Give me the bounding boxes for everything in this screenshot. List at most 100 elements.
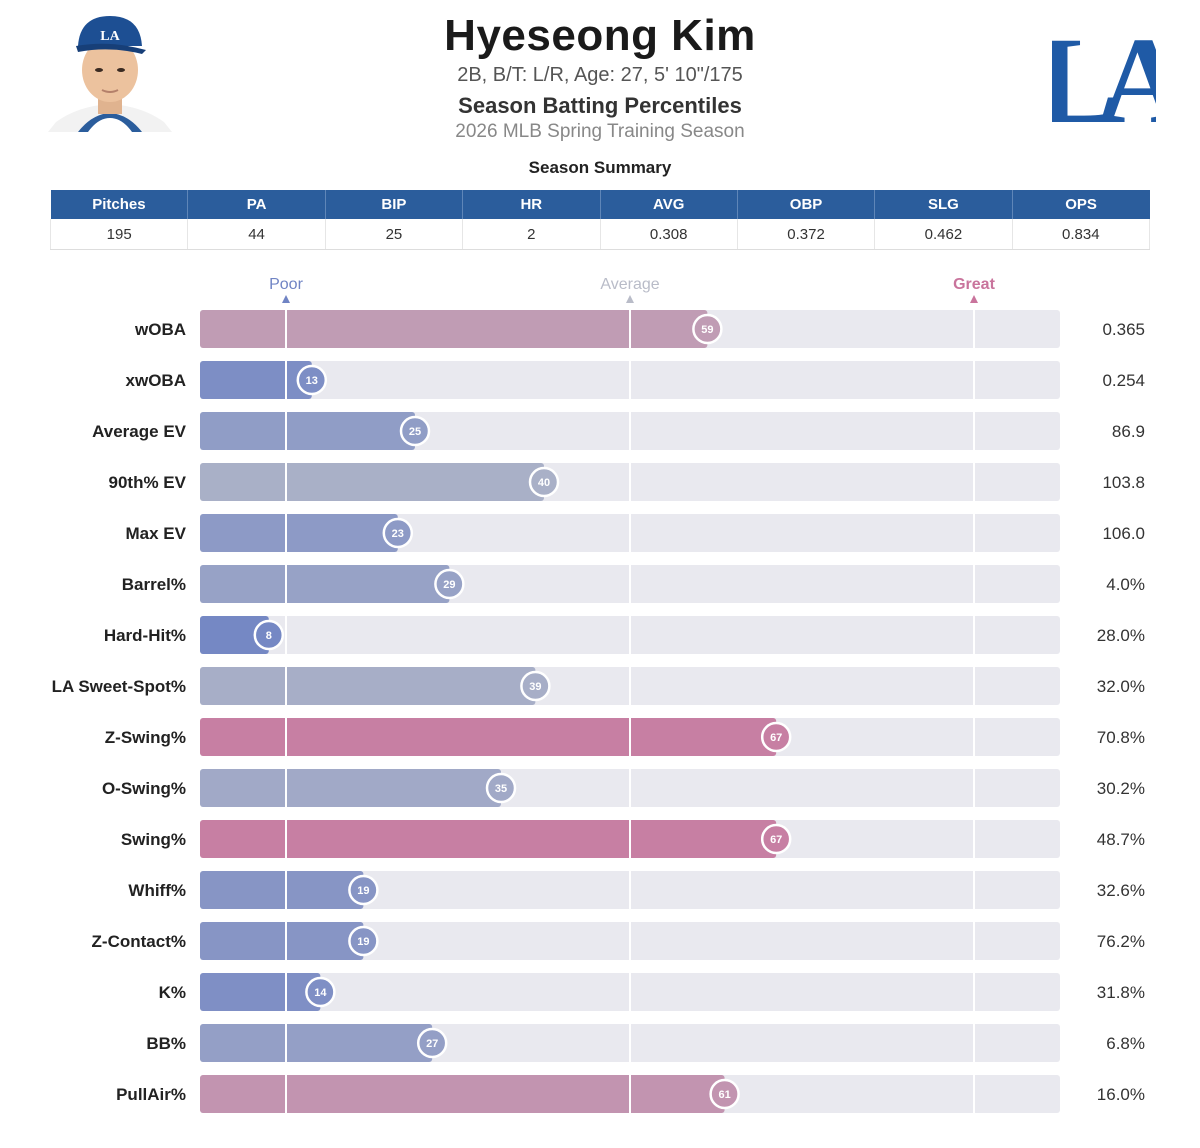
percentile-dot-bb [416,1027,448,1059]
percentile-label-barrel: 29 [443,579,455,591]
chart-subtitle: Season Batting Percentiles [458,93,742,118]
row-label-pullair: PullAir% [116,1085,186,1104]
title-block: Hyeseong Kim 2B, B/T: L/R, Age: 27, 5' 1… [300,10,900,144]
percentile-dot-z-contact [348,925,379,957]
summary-header-pitches: Pitches [50,190,189,219]
bar-whiff [200,871,364,909]
cap-logo: LA [100,29,120,44]
row-label-90th-ev: 90th% EV [109,473,187,492]
summary-value-ops: 0.834 [1012,219,1151,250]
row-label-o-swing: O-Swing% [102,779,186,798]
marker-label-average: Average [600,276,659,293]
marker-arrow-poor [282,295,290,303]
percentile-label-woba: 59 [701,324,713,336]
summary-value-pitches: 195 [49,219,189,250]
stat-value-hard-hit: 28.0% [1097,626,1145,645]
bar-la-sweet-spot [200,667,536,705]
player-name: Hyeseong Kim [444,11,756,60]
summary-value-avg: 0.308 [600,219,738,250]
percentile-dot-swing [760,823,792,855]
stat-value-bb: 6.8% [1106,1034,1145,1053]
percentile-label-whiff: 19 [357,885,369,897]
summary-value-row: 195 44 25 2 0.308 0.372 0.462 0.834 [49,219,1151,250]
summary-value-pa: 44 [187,219,326,250]
row-label-average-ev: Average EV [92,422,187,441]
stat-value-90th-ev: 103.8 [1102,473,1145,492]
row-label-xwoba: xwOBA [126,371,186,390]
bar-90th-ev [200,463,544,501]
bar-bb [200,1024,433,1062]
stat-value-z-swing: 70.8% [1097,728,1145,747]
player-bio: 2B, B/T: L/R, Age: 27, 5' 10"/175 [457,64,743,86]
percentile-dot-90th-ev [528,466,560,498]
percentile-label-o-swing: 35 [495,783,507,795]
percentile-label-90th-ev: 40 [538,477,550,489]
bar-average-ev [200,412,415,450]
percentile-label-pullair: 61 [718,1089,730,1101]
row-label-barrel: Barrel% [122,575,186,594]
stat-value-pullair: 16.0% [1097,1085,1145,1104]
percentile-label-hard-hit: 8 [266,630,272,642]
summary-value-slg: 0.462 [874,219,1013,250]
percentile-label-z-swing: 67 [770,732,782,744]
marker-arrow-average [626,295,634,303]
row-label-z-contact: Z-Contact% [92,932,186,951]
row-label-k: K% [159,983,186,1002]
percentile-dot-pullair [709,1078,740,1110]
bar-xwoba [200,361,312,399]
stat-value-la-sweet-spot: 32.0% [1097,677,1145,696]
stat-value-k: 31.8% [1097,983,1145,1002]
percentile-dot-o-swing [485,772,517,804]
marker-label-poor: Poor [269,276,303,293]
summary-value-hr: 2 [462,219,601,250]
percentile-dot-la-sweet-spot [520,670,551,702]
stat-value-barrel: 4.0% [1106,575,1145,594]
summary-value-bip: 25 [325,219,464,250]
percentile-label-k: 14 [314,987,327,999]
percentile-dot-z-swing [760,721,792,753]
summary-header-hr: HR [462,190,601,219]
bar-z-swing [200,718,777,756]
bar-z-contact [200,922,364,960]
summary-header-obp: OBP [737,190,876,219]
percentile-dot-whiff [348,874,379,906]
stat-value-xwoba: 0.254 [1102,371,1145,390]
summary-header-bip: BIP [325,190,464,219]
summary-header-row: Pitches PA BIP HR AVG OBP SLG OPS [50,190,1150,219]
summary-value-obp: 0.372 [737,219,876,250]
bar-woba [200,310,708,348]
bar-o-swing [200,769,501,807]
summary-header-ops: OPS [1012,190,1150,219]
stat-value-swing: 48.7% [1097,830,1145,849]
summary-header-slg: SLG [874,190,1013,219]
team-logo-letters: LA [1052,12,1156,132]
row-label-hard-hit: Hard-Hit% [104,626,186,645]
row-label-la-sweet-spot: LA Sweet-Spot% [52,677,186,696]
stat-value-average-ev: 86.9 [1112,422,1145,441]
summary-header-pa: PA [187,190,326,219]
percentile-label-bb: 27 [426,1038,438,1050]
stat-value-max-ev: 106.0 [1102,524,1145,543]
percentile-chart: Poor Average Great wOBA 59 0.365 xwOBA 13 0.254 A… [52,276,1145,1113]
bar-barrel [200,565,450,603]
row-label-swing: Swing% [121,830,186,849]
row-label-max-ev: Max EV [126,524,187,543]
percentile-dot-average-ev [399,415,431,447]
percentile-label-average-ev: 25 [409,426,421,438]
summary-title: Season Summary [528,158,672,177]
bar-k [200,973,321,1011]
team-logo: LA [1052,12,1156,132]
percentile-label-swing: 67 [770,834,782,846]
summary-header-avg: AVG [600,190,738,219]
marker-label-great: Great [953,276,995,293]
stat-value-z-contact: 76.2% [1097,932,1145,951]
percentile-dot-max-ev [382,517,414,549]
percentile-dot-k [305,976,336,1008]
bar-swing [200,820,777,858]
percentile-label-max-ev: 23 [392,528,404,540]
percentile-dot-barrel [434,568,465,600]
percentile-label-xwoba: 13 [306,375,318,387]
row-label-bb: BB% [146,1034,186,1053]
row-label-z-swing: Z-Swing% [105,728,186,747]
stat-value-o-swing: 30.2% [1097,779,1145,798]
